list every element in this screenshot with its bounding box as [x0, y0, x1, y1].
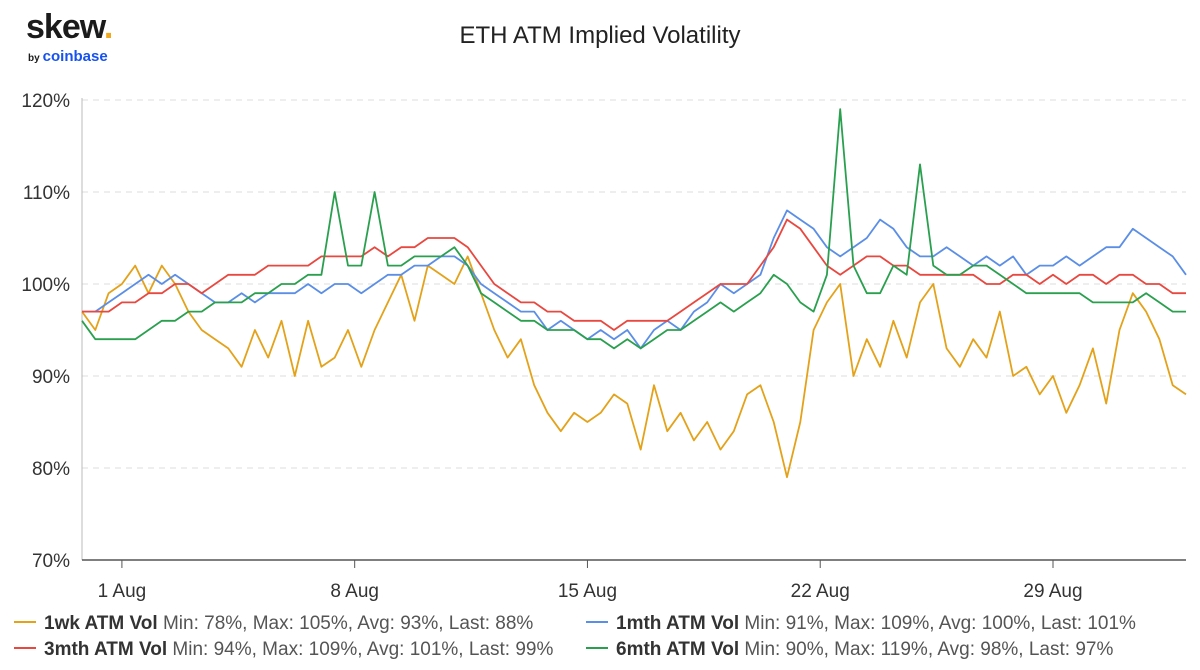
grid-layer: [82, 99, 1186, 469]
chart-title: ETH ATM Implied Volatility: [459, 22, 741, 49]
x-tick-label: 22 Aug: [791, 581, 850, 602]
series-line-1wk: [81, 255, 1187, 479]
legend-swatch-6mth: [586, 646, 608, 649]
legend-stats-1wk: Min: 78%, Max: 105%, Avg: 93%, Last: 88%: [162, 613, 534, 634]
logo-coinbase-text: coinbase: [42, 48, 108, 65]
series-layer: [81, 108, 1187, 479]
legend-item-3mth[interactable]: 3mth ATM Vol Min: 94%, Max: 109%, Avg: 1…: [14, 639, 553, 661]
x-tick-label: 8 Aug: [330, 581, 379, 602]
legend-swatch-1wk: [14, 620, 36, 623]
legend-swatch-1mth: [586, 620, 608, 623]
legend-item-1wk[interactable]: 1wk ATM Vol Min: 78%, Max: 105%, Avg: 93…: [14, 613, 533, 635]
y-tick-label: 90%: [32, 367, 70, 388]
legend-item-1mth[interactable]: 1mth ATM Vol Min: 91%, Max: 109%, Avg: 1…: [586, 613, 1136, 635]
y-tick-label: 80%: [32, 459, 70, 480]
x-tick-label: 29 Aug: [1023, 581, 1082, 602]
series-line-1mth: [82, 209, 1187, 350]
logo-dot: .: [103, 8, 114, 46]
x-tick-label: 1 Aug: [98, 581, 147, 602]
skew-logo: skew. by coinbase: [26, 8, 146, 68]
logo-wordmark: skew: [26, 8, 105, 46]
legend-item-6mth[interactable]: 6mth ATM Vol Min: 90%, Max: 119%, Avg: 9…: [586, 639, 1113, 661]
legend-name-6mth: 6mth ATM Vol: [616, 639, 740, 660]
y-tick-label: 110%: [23, 183, 70, 204]
axis-layer: 70% 80% 90% 100% 110% 120% 1 Aug 8 Aug 15 Aug 22 …: [21, 91, 1186, 602]
series-line-3mth: [82, 218, 1186, 331]
legend-name-3mth: 3mth ATM Vol: [44, 639, 168, 660]
legend-stats-3mth: Min: 94%, Max: 109%, Avg: 101%, Last: 99…: [172, 639, 554, 660]
legend-swatch-3mth: [14, 646, 36, 649]
chart-svg: 70% 80% 90% 100% 110% 120% 1 Aug 8 Aug 15 Aug 22 …: [21, 91, 1187, 602]
legend-stats-1mth: Min: 91%, Max: 109%, Avg: 100%, Last: 10…: [744, 613, 1136, 634]
series-line-6mth: [81, 108, 1186, 350]
legend-stats-6mth: Min: 90%, Max: 119%, Avg: 98%, Last: 97%: [744, 639, 1114, 660]
legend-name-1mth: 1mth ATM Vol: [616, 613, 740, 634]
legend-name-1wk: 1wk ATM Vol: [44, 613, 158, 634]
x-tick-label: 15 Aug: [558, 581, 617, 602]
logo-by-text: by: [28, 53, 40, 64]
y-tick-label: 70%: [32, 551, 70, 572]
y-tick-label: 100%: [21, 275, 70, 296]
y-tick-label: 120%: [21, 91, 70, 112]
